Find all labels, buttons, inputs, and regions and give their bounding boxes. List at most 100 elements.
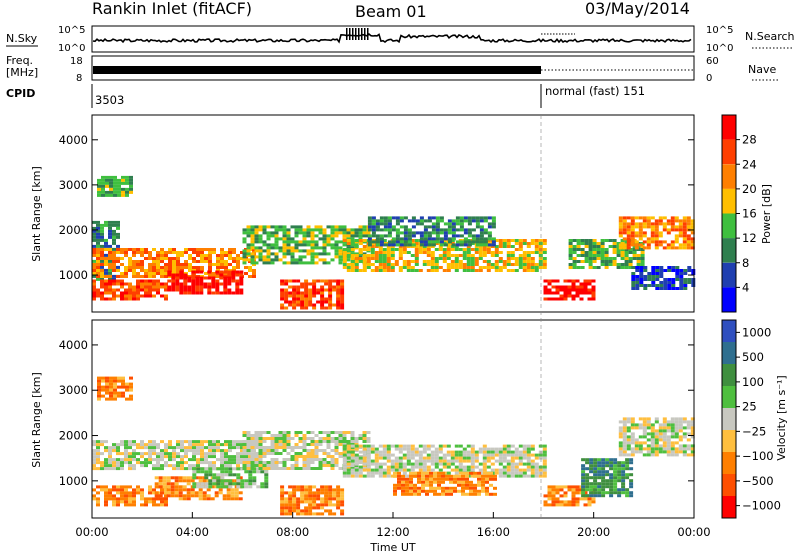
power-band-4 [242,225,371,265]
cpid-segment-2: normal (fast) 151 [545,84,645,98]
velocity-ytick-label-1: 2000 [59,429,88,443]
xtick-label-5: 20:00 [577,525,610,539]
station-title: Rankin Inlet (fitACF) [92,0,252,18]
noise-search-label: N.Search [745,30,795,43]
power-colorbar-swatch-6 [722,262,736,288]
power-band-1 [92,279,168,301]
velocity-panel: 1000 2000 3000 4000 00:00 04:00 08:00 12:00 16:… [30,319,788,554]
power-colorbar-tick-2: 12 [742,231,757,245]
velocity-xlabel: Time UT [369,541,415,554]
power-colorbar-swatch-2 [722,164,736,189]
velocity-colorbar-tick-0: 1000 [742,325,771,339]
velocity-band-1 [92,440,256,471]
beam-title: Beam 01 [355,2,427,21]
power-band-12 [97,175,133,197]
power-ytick-label-0: 1000 [59,268,88,282]
velocity-colorbar-swatch-8 [722,496,736,518]
freq-panel: Freq. [MHz] 18 8 60 0 Nave [6,54,778,84]
freq-unit-label: [MHz] [6,66,38,79]
noise-left-tick-bottom: 10^0 [58,43,85,54]
date-title: 03/May/2014 [585,0,690,18]
freq-right-tick-bottom: 0 [706,73,712,84]
power-colorbar-label: Power [dB] [760,184,773,244]
noise-right-tick-bottom: 10^0 [706,43,733,54]
power-ytick-label-3: 4000 [59,133,88,147]
noise-panel: N.Sky 10^5 10^0 10^5 10^0 N.Search [6,25,795,54]
power-ylabel: Slant Range [km] [30,166,43,262]
power-colorbar-tick-4: 20 [742,182,757,196]
power-colorbar-swatch-3 [722,188,736,214]
xtick-label-4: 16:00 [477,525,510,539]
velocity-colorbar-swatch-2 [722,364,736,386]
velocity-colorbar-tick-5: −100 [742,449,774,463]
power-colorbar-swatch-4 [722,213,736,239]
velocity-band-9 [581,458,634,498]
velocity-colorbar-tick-2: 100 [742,375,764,389]
noise-right-tick-top: 10^5 [706,25,733,36]
power-colorbar-swatch-5 [722,238,736,263]
velocity-colorbar-swatch-4 [722,408,736,430]
cpid-panel: CPID 3503 normal (fast) 151 [6,84,645,108]
power-band-7 [367,216,496,247]
power-band-3 [167,270,244,295]
velocity-colorbar-label: Velocity [m s⁻¹] [775,375,788,460]
velocity-band-5 [280,485,345,516]
velocity-band-10 [618,417,695,457]
velocity-ytick-label-0: 1000 [59,474,88,488]
power-colorbar-tick-0: 4 [742,280,749,294]
freq-label: Freq. [6,54,33,67]
power-colorbar-swatch-0 [722,115,736,140]
xtick-label-6: 00:00 [677,525,710,539]
velocity-colorbar-swatch-5 [722,430,736,452]
power-band-10 [618,216,695,250]
cpid-label: CPID [6,87,35,100]
velocity-colorbar-swatch-1 [722,342,736,364]
noise-left-tick-top: 10^5 [58,25,85,36]
power-panel: 1000 2000 3000 4000 Slant Range [km] 4 8 12 16… [30,114,773,313]
xtick-label-1: 04:00 [176,525,209,539]
velocity-colorbar-swatch-7 [722,474,736,496]
power-band-11 [631,266,696,290]
velocity-ytick-label-2: 3000 [59,383,88,397]
velocity-ylabel: Slant Range [km] [30,372,43,468]
power-ytick-label-1: 2000 [59,223,88,237]
xtick-label-0: 00:00 [75,525,108,539]
velocity-band-11 [97,376,133,401]
velocity-colorbar-swatch-3 [722,386,736,408]
xtick-label-3: 12:00 [376,525,409,539]
power-colorbar-swatch-1 [722,139,736,165]
velocity-colorbar-tick-6: −500 [742,474,774,488]
velocity-colorbar-tick-1: 500 [742,350,764,364]
velocity-colorbar-swatch-6 [722,452,736,474]
power-heatmap [92,175,696,310]
freq-right-tick-top: 60 [706,56,719,67]
power-band-9 [568,239,645,269]
velocity-heatmap [92,376,695,516]
freq-bar-segment-1 [93,66,541,74]
power-colorbar: 4 8 12 16 20 24 28 [721,114,757,313]
noise-sky-label: N.Sky [6,32,38,45]
velocity-band-3 [192,467,269,489]
power-ytick-label-2: 3000 [59,178,88,192]
velocity-colorbar: 1000 500 100 25 −25 −100 −500 −1000 [721,319,781,519]
power-band-8 [543,279,596,301]
power-colorbar-tick-5: 24 [742,157,757,171]
power-colorbar-tick-6: 28 [742,133,757,147]
xtick-label-2: 08:00 [276,525,309,539]
nave-label: Nave [748,63,776,76]
velocity-colorbar-tick-7: −1000 [742,499,781,513]
velocity-colorbar-tick-4: −25 [742,424,766,438]
velocity-band-6 [342,444,547,478]
freq-left-tick-bottom: 8 [76,73,82,84]
cpid-segment-1: 3503 [95,93,124,107]
power-band-5 [280,279,345,310]
freq-left-tick-top: 18 [70,56,83,67]
velocity-colorbar-tick-3: 25 [742,400,757,414]
power-colorbar-tick-3: 16 [742,207,757,221]
noise-sky-trace [92,28,692,44]
power-colorbar-swatch-7 [722,287,736,312]
velocity-ytick-label-3: 4000 [59,338,88,352]
power-colorbar-tick-1: 8 [742,256,749,270]
velocity-colorbar-swatch-0 [722,320,736,342]
